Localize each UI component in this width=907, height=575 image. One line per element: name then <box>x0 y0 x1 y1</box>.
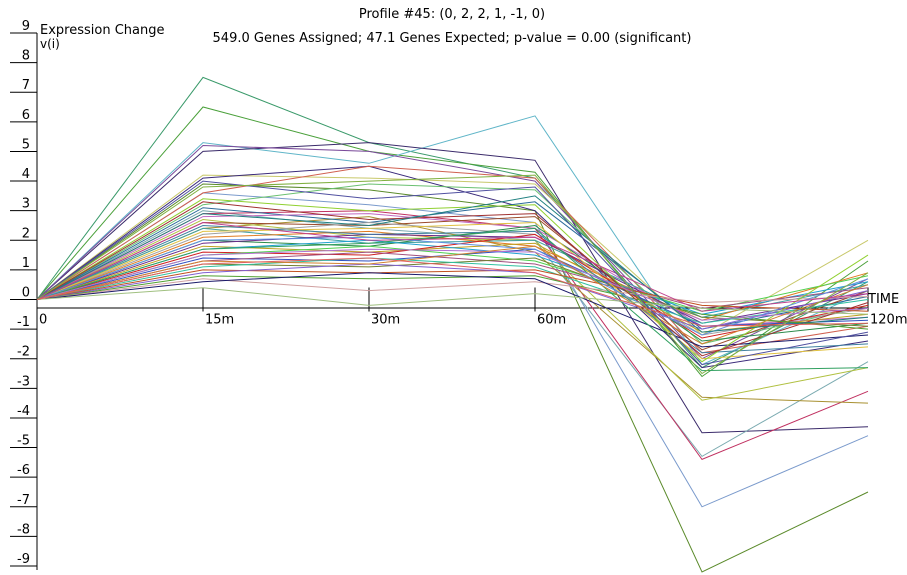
y-tick-label: -3 <box>17 374 30 389</box>
x-axis-label: TIME <box>867 292 899 307</box>
series-line <box>36 221 869 336</box>
series-line <box>36 201 869 357</box>
series-line <box>36 242 869 333</box>
y-tick-label: -4 <box>17 404 30 419</box>
y-tick-label: 9 <box>22 19 30 34</box>
y-ticks: 9 8 7 6 5 4 3 2 1 0 -1 -2 -3 -4 -5 -6 -7 -8 -9 <box>10 19 37 567</box>
series-line <box>36 257 869 327</box>
y-tick-label: -9 <box>17 552 30 567</box>
y-tick-label: 7 <box>22 78 30 93</box>
x-tick-label: 0 <box>39 313 47 328</box>
chart-subtitle: 549.0 Genes Assigned; 47.1 Genes Expecte… <box>213 31 692 46</box>
series-line <box>36 221 869 312</box>
series-line <box>36 201 869 330</box>
x-tick-label: 120m <box>870 313 907 328</box>
y-axis-label: Expression Change <box>40 23 164 38</box>
y-tick-label: -6 <box>17 463 30 478</box>
series-line <box>36 245 869 312</box>
series-line <box>36 183 869 345</box>
series-line <box>36 180 869 366</box>
series-lines <box>36 76 869 573</box>
series-line <box>36 198 869 363</box>
chart-title: Profile #45: (0, 2, 2, 1, -1, 0) <box>359 7 545 22</box>
series-line <box>36 195 869 333</box>
y-tick-label: 2 <box>22 226 30 241</box>
x-ticks: 0 15m 30m 60m 120m <box>39 287 907 328</box>
y-axis-sublabel: v(i) <box>40 37 60 51</box>
series-line <box>36 272 869 348</box>
y-tick-label: 8 <box>22 49 30 64</box>
y-tick-label: 6 <box>22 108 30 123</box>
series-line <box>36 248 869 321</box>
series-line <box>36 227 869 372</box>
y-tick-label: -5 <box>17 434 30 449</box>
series-line <box>36 144 869 360</box>
y-tick-label: 3 <box>22 197 30 212</box>
series-line <box>36 233 869 339</box>
y-tick-label: 5 <box>22 137 30 152</box>
y-tick-label: 1 <box>22 256 30 271</box>
series-line <box>36 165 869 369</box>
series-line <box>36 192 869 508</box>
series-line <box>36 275 869 330</box>
x-tick-label: 60m <box>537 313 566 328</box>
series-line <box>36 245 869 345</box>
y-tick-label: -8 <box>17 522 30 537</box>
series-line <box>36 76 869 369</box>
x-tick-label: 15m <box>205 313 234 328</box>
series-line <box>36 278 869 304</box>
series-line <box>36 269 869 312</box>
series-line <box>36 115 869 366</box>
series-line <box>36 287 869 315</box>
series-line <box>36 224 869 354</box>
series-line <box>36 174 869 375</box>
series-line <box>36 142 869 434</box>
series-line <box>36 165 869 354</box>
y-tick-label: -1 <box>17 315 30 330</box>
series-line <box>36 248 869 327</box>
series-line <box>36 183 869 573</box>
series-line <box>36 257 869 324</box>
y-tick-label: -7 <box>17 493 30 508</box>
y-tick-label: -2 <box>17 345 30 360</box>
x-tick-label: 30m <box>371 313 400 328</box>
y-tick-label: 4 <box>22 167 30 182</box>
series-line <box>36 263 869 330</box>
y-tick-label: 0 <box>22 286 30 301</box>
